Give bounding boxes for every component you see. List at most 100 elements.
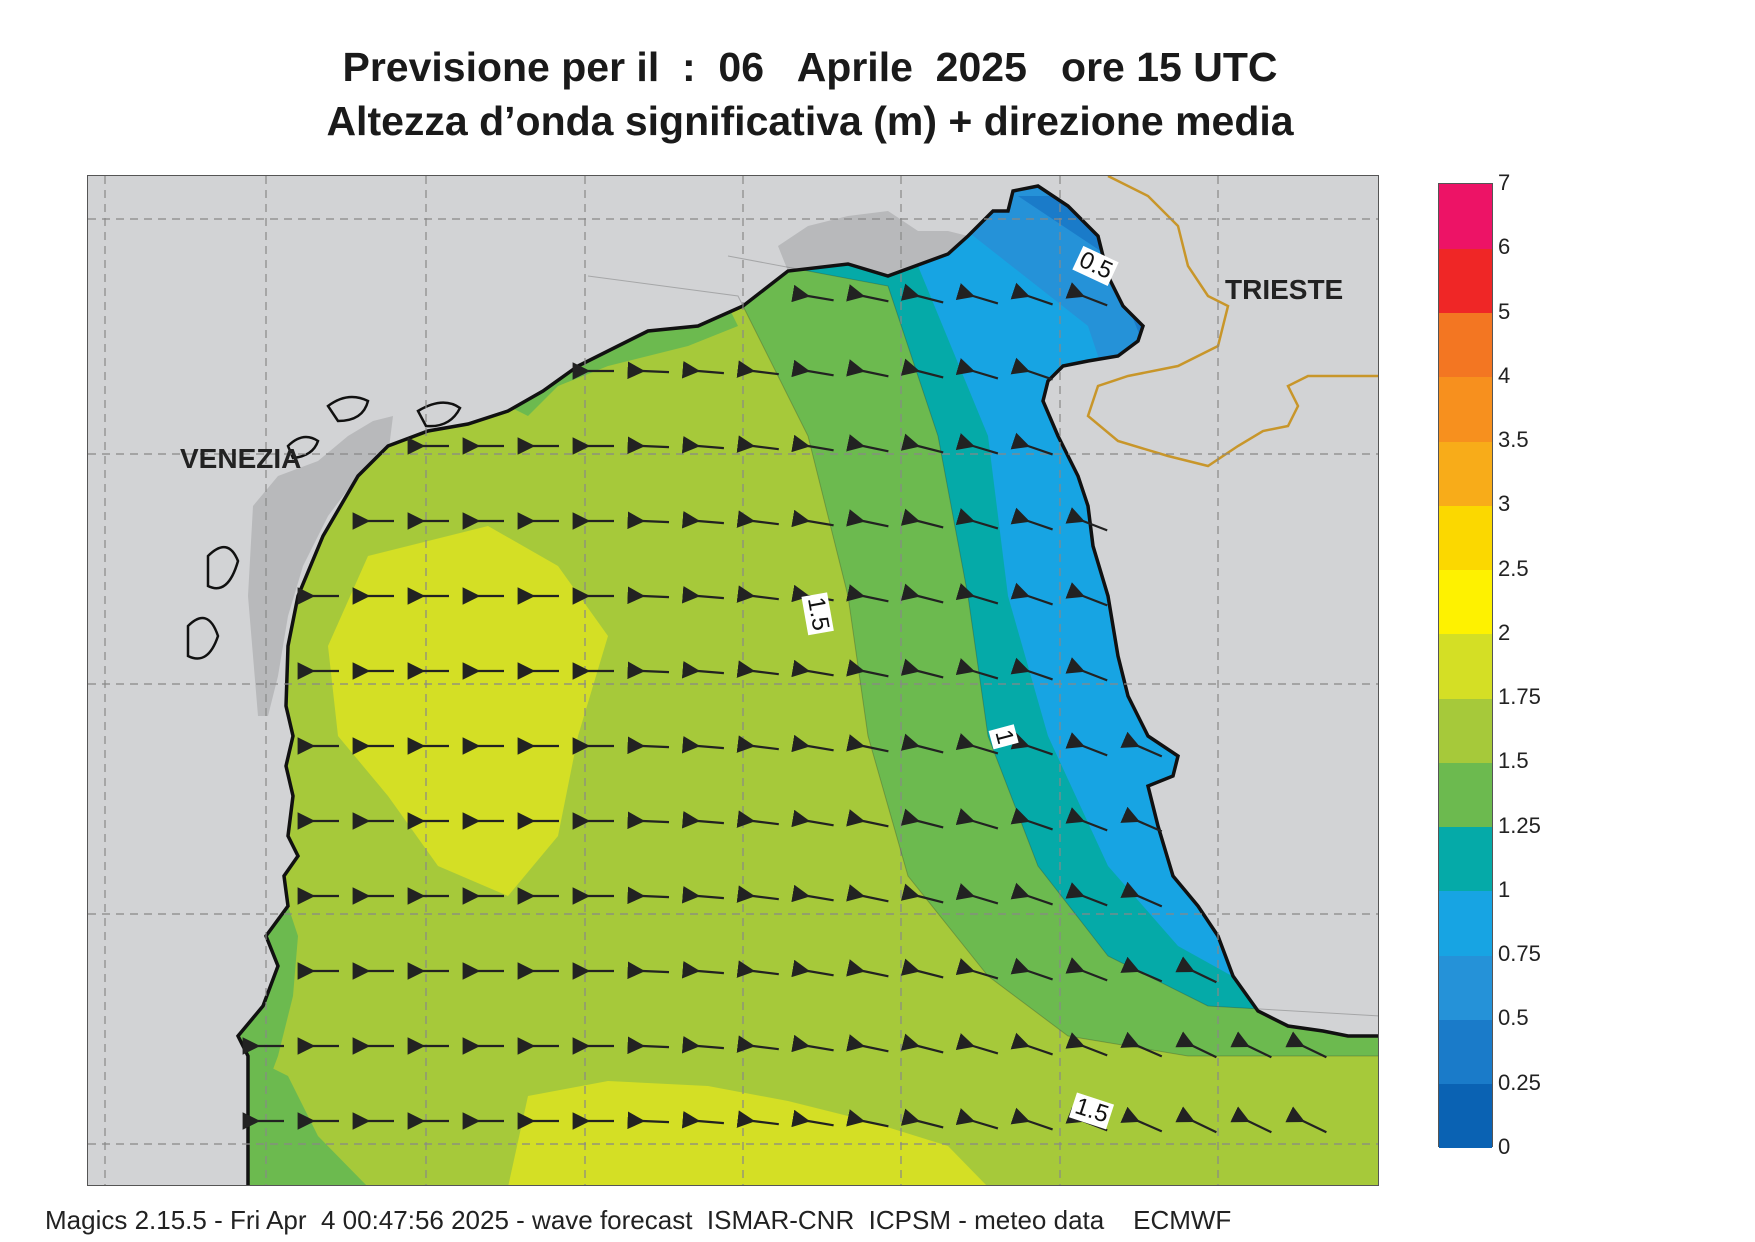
- wave-arrow: [1065, 732, 1108, 757]
- wave-direction-arrows: [242, 282, 1327, 1134]
- wave-arrow: [791, 959, 834, 978]
- wave-arrow: [1065, 882, 1108, 907]
- wave-arrow: [1010, 507, 1053, 531]
- wave-arrow: [791, 809, 834, 828]
- wave-arrow: [791, 659, 834, 678]
- wave-arrow: [900, 283, 944, 304]
- wave-arrow: [681, 1035, 724, 1054]
- wave-arrow: [1065, 1032, 1108, 1057]
- wave-arrow: [736, 1035, 779, 1053]
- graticule: [88, 176, 1378, 1185]
- legend-swatch: [1439, 826, 1492, 892]
- wave-arrow: [627, 436, 670, 455]
- wave-arrow: [1010, 582, 1053, 606]
- wave-arrow: [791, 284, 834, 303]
- wave-arrow: [681, 810, 724, 829]
- wave-arrow: [900, 583, 944, 604]
- legend-swatch: [1439, 955, 1492, 1020]
- wave-arrow: [900, 508, 944, 529]
- legend-swatch: [1439, 184, 1492, 249]
- wave-arrow: [791, 734, 834, 753]
- wave-arrow: [791, 434, 834, 453]
- wave-arrow: [791, 1109, 834, 1128]
- wave-arrow: [1065, 282, 1108, 307]
- legend-swatch: [1439, 248, 1492, 314]
- po-delta-shape: [206, 546, 240, 590]
- wave-arrow: [1285, 1031, 1327, 1059]
- wave-arrow: [846, 884, 889, 903]
- wave-arrow: [736, 435, 779, 453]
- wave-arrow: [627, 1036, 670, 1055]
- legend-swatch: [1439, 698, 1492, 763]
- footer-credits: Magics 2.15.5 - Fri Apr 4 00:47:56 2025 …: [45, 1205, 1232, 1235]
- legend-swatch: [1439, 1019, 1492, 1085]
- wave-arrow: [955, 733, 999, 755]
- po-delta-shape: [186, 616, 220, 660]
- legend-tick-label: 1.5: [1498, 748, 1529, 774]
- map-canvas[interactable]: [88, 176, 1379, 1186]
- legend-tick-label: 0.5: [1498, 1005, 1529, 1031]
- wave-arrow: [736, 360, 779, 378]
- wave-arrow: [846, 584, 889, 603]
- wave-arrow: [900, 883, 944, 904]
- legend-swatch: [1439, 569, 1492, 635]
- wave-arrow: [846, 809, 889, 828]
- wave-arrow: [681, 1110, 724, 1129]
- wave-arrow: [900, 358, 944, 379]
- wave-arrow: [1120, 1031, 1163, 1058]
- legend-tick-label: 2.5: [1498, 555, 1529, 581]
- wave-arrow: [1010, 957, 1053, 981]
- wave-arrow: [681, 585, 724, 604]
- wave-arrow: [846, 434, 889, 453]
- city-label-venezia: VENEZIA: [180, 443, 302, 474]
- wave-arrow: [955, 283, 999, 305]
- legend-tick-label: 3.5: [1498, 427, 1529, 453]
- wave-arrow: [846, 509, 889, 528]
- wave-arrow: [955, 508, 999, 530]
- wave-arrow: [1065, 807, 1108, 832]
- wave-arrow: [955, 883, 999, 905]
- legend-tick-label: 0.75: [1498, 941, 1541, 967]
- wave-arrow: [627, 1111, 670, 1130]
- wave-arrow: [955, 1033, 999, 1055]
- grado-lagoon: [778, 211, 968, 276]
- venice-lagoon: [248, 416, 393, 716]
- wave-arrow: [627, 586, 670, 605]
- legend-tick-label: 0: [1498, 1134, 1511, 1159]
- wave-arrow: [1010, 1032, 1053, 1056]
- wave-arrow: [1010, 1107, 1053, 1131]
- wave-arrow: [900, 808, 944, 829]
- wave-arrow: [955, 583, 999, 605]
- wave-arrow: [736, 885, 779, 903]
- wave-arrow: [681, 360, 724, 379]
- legend-swatch: [1439, 312, 1492, 378]
- wave-arrow: [1120, 806, 1163, 833]
- wave-arrow: [681, 885, 724, 904]
- wave-arrow: [846, 1034, 889, 1053]
- wave-arrow: [1175, 1031, 1217, 1059]
- wave-arrow: [900, 658, 944, 679]
- wave-arrow: [955, 958, 999, 980]
- map-panel[interactable]: VENEZIA TRIESTE 0.5 1.5 1 1.5: [87, 175, 1379, 1186]
- wave-arrow: [1065, 957, 1108, 982]
- wave-arrow: [791, 1034, 834, 1053]
- legend-tick-label: 7: [1498, 170, 1511, 195]
- title-variable: Altezza d’onda significativa (m) + direz…: [326, 98, 1294, 144]
- wave-arrow: [1120, 956, 1163, 983]
- wave-arrow: [1065, 507, 1108, 532]
- legend-tick-label: 0.25: [1498, 1069, 1541, 1095]
- wave-arrow: [900, 1108, 944, 1129]
- legend-swatch: [1439, 1083, 1492, 1149]
- wave-arrow: [846, 284, 889, 303]
- wave-arrow: [736, 660, 779, 678]
- legend-tick-label: 2: [1498, 619, 1511, 645]
- wave-arrow: [1010, 732, 1053, 756]
- wave-arrow: [627, 511, 670, 530]
- wave-arrow: [1010, 357, 1053, 381]
- wave-arrow: [900, 433, 944, 454]
- legend-tick-label: 1.75: [1498, 684, 1541, 710]
- wave-arrow: [955, 808, 999, 830]
- wave-arrow: [955, 1108, 999, 1130]
- wave-arrow: [846, 734, 889, 753]
- wave-arrow: [955, 433, 999, 455]
